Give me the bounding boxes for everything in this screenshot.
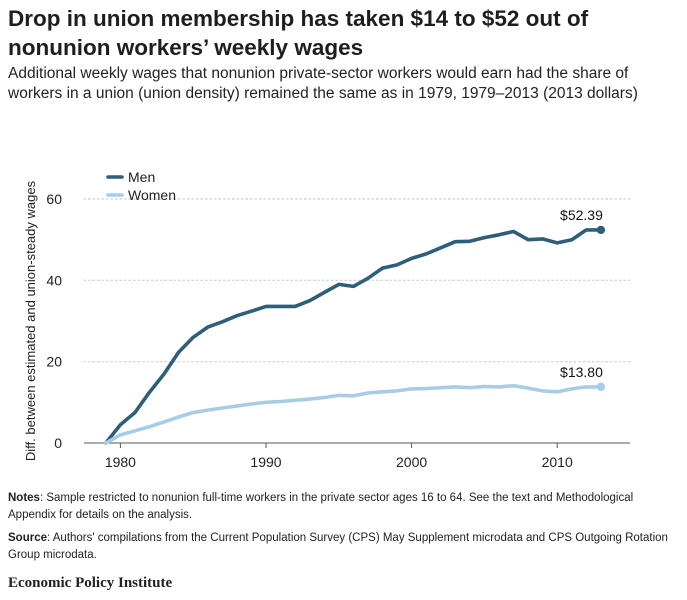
chart-subtitle: Additional weekly wages that nonunion pr… [8, 65, 638, 102]
series-line-women [104, 383, 603, 445]
chart-notes: Notes: Sample restricted to nonunion ful… [8, 490, 673, 524]
legend: Men Women [106, 169, 176, 203]
series-end-marker-women [596, 382, 606, 392]
x-tick-label: 1990 [250, 454, 281, 470]
y-tick-label: 0 [54, 435, 62, 451]
women-end-value-label: $13.80 [560, 364, 603, 380]
series-end-marker-men [596, 225, 606, 235]
y-axis-label: Diff. between estimated and union-steady… [23, 180, 38, 461]
y-axis-ticks: 0 20 40 60 [46, 191, 62, 451]
series-line-men [104, 228, 603, 445]
men-end-value-label: $52.39 [560, 207, 603, 223]
y-tick-label: 60 [46, 191, 62, 207]
legend-label-men: Men [128, 169, 155, 185]
source-label: Source [8, 532, 47, 544]
gridlines [83, 198, 631, 363]
x-tick-label: 2000 [396, 454, 427, 470]
chart-title: Drop in union membership has taken $14 t… [8, 6, 589, 60]
x-tick-label: 1980 [105, 454, 136, 470]
legend-label-women: Women [128, 187, 176, 203]
notes-text: : Sample restricted to nonunion full-tim… [8, 492, 634, 521]
organization-logo-text: Economic Policy Institute [8, 575, 173, 591]
x-axis-ticks: 1980 1990 2000 2010 [105, 443, 573, 470]
line-chart: 0 20 40 60 1980 1990 2000 2010 Diff. between e… [23, 169, 631, 470]
chart-source: Source: Authors' compilations from the C… [8, 530, 673, 564]
source-text: : Authors' compilations from the Current… [8, 532, 668, 561]
y-tick-label: 20 [46, 354, 62, 370]
y-tick-label: 40 [46, 272, 62, 288]
notes-label: Notes [8, 492, 40, 504]
series-lines [104, 225, 606, 445]
x-tick-label: 2010 [542, 454, 573, 470]
